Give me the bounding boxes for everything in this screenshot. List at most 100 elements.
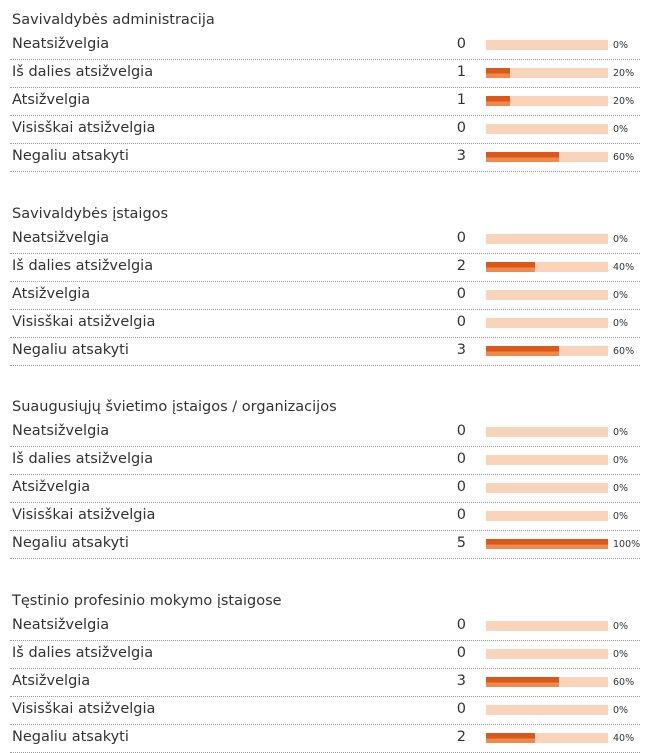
answer-count: 0 [456, 285, 466, 302]
answer-label: Atsižvelgia [12, 479, 91, 495]
result-row: Visisškai atsižvelgia 0 0% [10, 503, 640, 531]
percent-label: 0% [613, 317, 629, 329]
result-row: Neatsižvelgia 0 0% [10, 419, 640, 447]
answer-label: Negaliu atsakyti [12, 535, 129, 551]
answer-label: Negaliu atsakyti [12, 148, 129, 164]
answer-label: Iš dalies atsižvelgia [12, 64, 154, 80]
group-title: Suaugusiųjų švietimo įstaigos / organiza… [12, 399, 337, 415]
result-row: Atsižvelgia 3 60% [10, 669, 640, 697]
percent-label: 0% [613, 427, 629, 438]
bar-track [486, 676, 608, 687]
bar-track [486, 124, 608, 134]
percent-label: 40% [613, 732, 635, 744]
bar-track [486, 427, 608, 437]
answer-label: Negaliu atsakyti [12, 341, 129, 358]
answer-count: 0 [456, 451, 466, 467]
percent-label: 0% [613, 289, 629, 301]
percent-label: 40% [613, 261, 635, 273]
answer-label: Neatsižvelgia [12, 36, 110, 52]
percent-label: 20% [613, 68, 635, 79]
percent-label: 0% [613, 511, 629, 522]
result-row: Negaliu atsakyti 3 60% [10, 144, 640, 172]
answer-label: Visisškai atsižvelgia [12, 313, 156, 330]
answer-count: 0 [456, 120, 466, 136]
answer-count: 2 [456, 728, 466, 745]
bar [486, 152, 560, 162]
bar-track [486, 732, 608, 743]
result-row: Iš dalies atsižvelgia 0 0% [10, 641, 640, 669]
percent-label: 0% [613, 40, 629, 51]
bar-track [486, 233, 608, 244]
answer-count: 0 [456, 507, 466, 523]
answer-label: Atsižvelgia [12, 672, 91, 689]
result-row: Negaliu atsakyti 2 40% [10, 725, 640, 753]
bar-track [486, 152, 608, 162]
answer-count: 0 [456, 423, 466, 439]
answer-label: Visisškai atsižvelgia [12, 507, 156, 523]
answer-count: 3 [456, 148, 466, 164]
percent-label: 100% [613, 539, 641, 550]
group-title: Savivaldybės įstaigos [12, 205, 169, 222]
bar-track [486, 704, 608, 715]
group-title: Savivaldybės administracija [12, 12, 215, 28]
bar [486, 261, 535, 272]
percent-label: 0% [613, 483, 629, 494]
answer-count: 0 [456, 644, 466, 661]
bar-track [486, 40, 608, 50]
percent-label: 20% [613, 96, 635, 107]
bar-track [486, 96, 608, 106]
bar [486, 68, 511, 78]
answer-count: 3 [456, 672, 466, 689]
result-row: Atsižvelgia 0 0% [10, 282, 640, 310]
answer-count: 1 [456, 64, 466, 80]
result-row: Iš dalies atsižvelgia 0 0% [10, 447, 640, 475]
answer-label: Neatsižvelgia [12, 229, 110, 246]
result-row: Negaliu atsakyti 3 60% [10, 338, 640, 366]
answer-label: Iš dalies atsižvelgia [12, 644, 154, 661]
bar-track [486, 539, 608, 549]
percent-label: 0% [613, 704, 629, 716]
percent-label: 0% [613, 648, 629, 660]
answer-label: Visisškai atsižvelgia [12, 700, 156, 717]
group-title: Tęstinio profesinio mokymo įstaigose [12, 592, 282, 609]
result-row: Neatsižvelgia 0 0% [10, 613, 640, 641]
answer-label: Iš dalies atsižvelgia [12, 451, 154, 467]
answer-label: Visisškai atsižvelgia [12, 120, 156, 136]
bar-track [486, 261, 608, 272]
answer-label: Atsižvelgia [12, 285, 91, 302]
percent-label: 0% [613, 620, 629, 632]
percent-label: 60% [613, 345, 635, 357]
result-row: Negaliu atsakyti 5 100% [10, 531, 640, 559]
percent-label: 0% [613, 455, 629, 466]
answer-count: 2 [456, 257, 466, 274]
bar [486, 732, 535, 743]
answer-count: 5 [456, 535, 466, 551]
bar [486, 96, 511, 106]
result-row: Iš dalies atsižvelgia 1 20% [10, 60, 640, 88]
bar-track [486, 455, 608, 465]
result-row: Neatsižvelgia 0 0% [10, 32, 640, 60]
bar-track [486, 511, 608, 521]
answer-count: 0 [456, 313, 466, 330]
answer-count: 0 [456, 616, 466, 633]
result-row: Neatsižvelgia 0 0% [10, 226, 640, 254]
bar [486, 345, 560, 356]
bar-track [486, 289, 608, 300]
bar [486, 539, 608, 549]
result-row: Atsižvelgia 0 0% [10, 475, 640, 503]
bar-track [486, 620, 608, 631]
answer-label: Neatsižvelgia [12, 616, 110, 633]
answer-count: 3 [456, 341, 466, 358]
percent-label: 0% [613, 124, 629, 135]
answer-count: 0 [456, 479, 466, 495]
result-row: Visisškai atsižvelgia 0 0% [10, 310, 640, 338]
result-row: Atsižvelgia 1 20% [10, 88, 640, 116]
answer-count: 0 [456, 229, 466, 246]
bar-track [486, 68, 608, 78]
bar-track [486, 317, 608, 328]
bar-track [486, 345, 608, 356]
answer-label: Neatsižvelgia [12, 423, 110, 439]
result-row: Visisškai atsižvelgia 0 0% [10, 116, 640, 144]
answer-label: Negaliu atsakyti [12, 728, 129, 745]
percent-label: 60% [613, 152, 635, 163]
